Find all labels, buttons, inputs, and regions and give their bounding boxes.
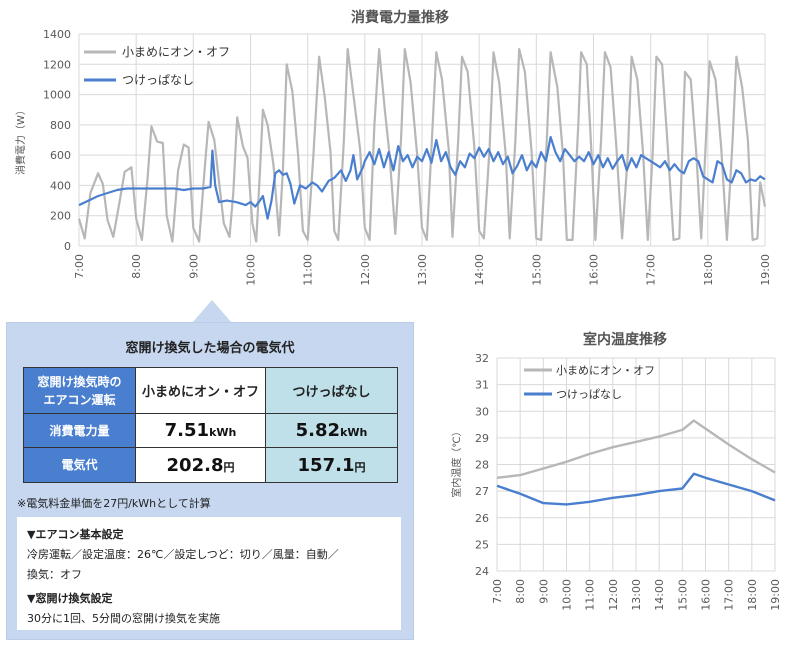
x-tick-label: 16:00: [700, 579, 713, 611]
x-tick-label: 10:00: [561, 579, 574, 611]
x-tick-label: 15:00: [530, 254, 543, 286]
table-row: 窓開け換気時の エアコン運転 小まめにオン・オフ つけっぱなし: [24, 368, 398, 414]
settings-text-aircon-1: 冷房運転／設定温度：26℃／設定しつど：切り／風量：自動／: [27, 545, 391, 565]
legend-label-continuous: つけっぱなし: [122, 73, 194, 87]
x-tick-label: 13:00: [416, 254, 429, 286]
x-tick-label: 11:00: [302, 254, 315, 286]
power-chart: 消費電力量推移 消費電力（W） 0 200 400 600 800 1000 1200 140…: [0, 0, 800, 300]
y-tick-label: 25: [475, 538, 489, 551]
power-unit: kWh: [209, 426, 236, 439]
cost-unit: 円: [223, 461, 234, 474]
x-tick-label: 10:00: [245, 254, 258, 286]
power-value-continuous: 5.82: [296, 420, 340, 441]
power-chart-ylabel: 消費電力（W）: [14, 105, 27, 175]
x-tick-label: 8:00: [514, 579, 527, 604]
x-tick-label: 14:00: [653, 579, 666, 611]
price-note: ※電気料金単価を27円/kWhとして計算: [17, 495, 211, 511]
x-tick-label: 13:00: [630, 579, 643, 611]
x-tick-label: 17:00: [645, 254, 658, 286]
panel-pointer: [192, 300, 232, 323]
x-tick-label: 17:00: [723, 579, 736, 611]
y-tick-label: 600: [50, 149, 71, 162]
y-tick-label: 800: [50, 119, 71, 132]
y-tick-label: 32: [475, 352, 489, 365]
x-tick-label: 7:00: [491, 579, 504, 604]
settings-text-aircon-2: 換気：オフ: [27, 565, 391, 585]
y-tick-label: 200: [50, 210, 71, 223]
x-tick-label: 18:00: [702, 254, 715, 286]
x-tick-label: 12:00: [359, 254, 372, 286]
x-tick-label: 12:00: [607, 579, 620, 611]
power-value-onoff: 7.51: [165, 420, 209, 441]
y-tick-label: 28: [475, 459, 489, 472]
y-tick-label: 27: [475, 485, 489, 498]
settings-heading-aircon: ▼エアコン基本設定: [27, 525, 391, 545]
y-tick-label: 1000: [43, 89, 71, 102]
row-header-power: 消費電力量: [24, 414, 136, 448]
y-tick-label: 31: [475, 379, 489, 392]
legend-label-onoff: 小まめにオン・オフ: [122, 45, 230, 59]
row-header-mode-text: 窓開け換気時の エアコン運転: [37, 375, 121, 407]
x-tick-label: 16:00: [588, 254, 601, 286]
temperature-chart-title: 室内温度推移: [583, 331, 667, 348]
settings-heading-window: ▼窓開け換気設定: [27, 589, 391, 609]
cell-cost-continuous: 157.1円: [266, 448, 398, 483]
x-tick-label: 19:00: [769, 579, 782, 611]
y-tick-label: 30: [475, 405, 489, 418]
y-tick-label: 1200: [43, 58, 71, 71]
settings-text-window: 30分に1回、5分間の窓開け換気を実施: [27, 609, 391, 629]
y-tick-label: 1400: [43, 28, 71, 41]
legend-label-continuous: つけっぱなし: [556, 388, 622, 401]
x-tick-label: 14:00: [473, 254, 486, 286]
x-tick-label: 15:00: [676, 579, 689, 611]
y-tick-label: 26: [475, 512, 489, 525]
legend-label-onoff: 小まめにオン・オフ: [556, 364, 655, 377]
cost-value-continuous: 157.1: [298, 455, 355, 476]
row-header-cost: 電気代: [24, 448, 136, 483]
cell-power-onoff: 7.51kWh: [136, 414, 266, 448]
col-header-onoff: 小まめにオン・オフ: [136, 368, 266, 414]
cell-cost-onoff: 202.8円: [136, 448, 266, 483]
cost-panel: 窓開け換気した場合の電気代 窓開け換気時の エアコン運転 小まめにオン・オフ つ…: [6, 322, 414, 640]
temperature-chart: 室内温度推移 室内温度（℃） 24 25 26 27 28 29 30 31 32 7:00 8:…: [430, 322, 800, 649]
x-tick-label: 9:00: [187, 254, 200, 279]
panel-title: 窓開け換気した場合の電気代: [7, 337, 413, 356]
row-header-mode: 窓開け換気時の エアコン運転: [24, 368, 136, 414]
power-chart-legend: 小まめにオン・オフ つけっぱなし: [84, 45, 230, 87]
x-tick-label: 19:00: [759, 254, 772, 286]
x-tick-label: 11:00: [584, 579, 597, 611]
power-chart-title: 消費電力量推移: [351, 9, 449, 26]
power-unit: kWh: [340, 426, 367, 439]
temperature-chart-ylabel: 室内温度（℃）: [450, 426, 463, 497]
cell-power-continuous: 5.82kWh: [266, 414, 398, 448]
comparison-table: 窓開け換気時の エアコン運転 小まめにオン・オフ つけっぱなし 消費電力量 7.…: [23, 367, 398, 483]
table-row: 消費電力量 7.51kWh 5.82kWh: [24, 414, 398, 448]
table-row: 電気代 202.8円 157.1円: [24, 448, 398, 483]
col-header-continuous: つけっぱなし: [266, 368, 398, 414]
y-tick-label: 24: [475, 565, 489, 578]
cost-value-onoff: 202.8: [167, 455, 224, 476]
settings-box: ▼エアコン基本設定 冷房運転／設定温度：26℃／設定しつど：切り／風量：自動／ …: [17, 517, 401, 630]
y-tick-label: 0: [64, 240, 71, 253]
x-tick-label: 18:00: [746, 579, 759, 611]
y-tick-label: 400: [50, 179, 71, 192]
cost-unit: 円: [354, 461, 365, 474]
x-tick-label: 8:00: [130, 254, 143, 279]
x-tick-label: 7:00: [73, 254, 86, 279]
y-tick-label: 29: [475, 432, 489, 445]
x-tick-label: 9:00: [537, 579, 550, 604]
